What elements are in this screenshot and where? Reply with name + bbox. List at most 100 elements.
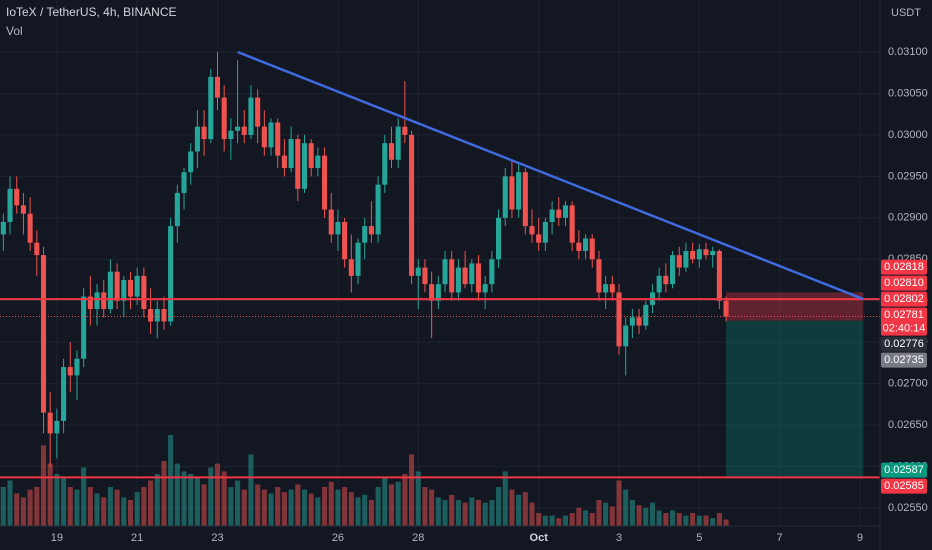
candle-body — [629, 317, 635, 326]
volume-bar — [629, 500, 635, 526]
volume-bar — [649, 502, 656, 526]
candle-body — [609, 284, 615, 293]
volume-bar — [114, 489, 120, 526]
candle-body — [388, 143, 395, 160]
volume-bar — [348, 492, 354, 526]
volume-bar — [368, 500, 374, 526]
volume-bar — [455, 500, 461, 526]
volume-bar — [255, 484, 261, 526]
volume-bar — [469, 497, 475, 526]
candle-body — [462, 267, 468, 285]
volume-bar — [228, 487, 234, 526]
candle-body — [335, 221, 341, 235]
y-tick-label: 0.02700 — [888, 378, 928, 390]
volume-bar — [107, 487, 113, 526]
volume-bar — [663, 513, 669, 526]
candle-body — [101, 292, 107, 310]
candle-body — [235, 126, 241, 131]
candle-body — [127, 280, 134, 297]
target-zone — [726, 320, 864, 478]
candle-body — [342, 221, 348, 260]
candle-body — [623, 325, 629, 347]
candle-body — [395, 126, 401, 160]
volume-bar — [409, 454, 415, 526]
volume-bar — [214, 463, 221, 526]
candle-body — [455, 267, 461, 293]
volume-bar — [188, 474, 194, 526]
price-label-bg — [881, 275, 927, 291]
volume-bar — [208, 467, 214, 526]
volume-bar — [154, 474, 160, 526]
volume-bar — [710, 518, 716, 526]
candle-body — [703, 249, 709, 256]
candle-body — [422, 267, 428, 285]
volume-bar — [536, 513, 542, 526]
volume-bar — [261, 489, 267, 526]
volume-bar — [529, 502, 535, 526]
candle-body — [402, 126, 408, 135]
candle-body — [435, 284, 441, 301]
x-tick-label: 3 — [616, 532, 622, 544]
candle-body — [475, 263, 482, 293]
candle-body — [0, 221, 6, 235]
candle-body — [516, 172, 522, 210]
candle-body — [87, 296, 93, 310]
volume-bar — [161, 461, 167, 526]
volume-bar — [141, 487, 147, 526]
candle-body — [375, 184, 381, 235]
x-tick-label: 21 — [131, 532, 143, 544]
candle-body — [121, 280, 127, 301]
candle-body — [201, 126, 207, 140]
candle-body — [716, 250, 722, 301]
x-tick-label: 19 — [51, 532, 63, 544]
countdown: 02:40:14 — [883, 323, 926, 335]
volume-bar — [509, 489, 515, 526]
candle-body — [429, 284, 435, 301]
trendline — [237, 50, 864, 301]
candle-body — [221, 97, 227, 140]
candle-body — [148, 309, 154, 322]
candle-body — [683, 250, 689, 268]
candle-body — [529, 226, 535, 235]
y-tick-label: 0.02550 — [888, 502, 928, 514]
volume-bar — [542, 515, 548, 526]
volume-bar — [449, 494, 455, 526]
volume-bar — [342, 487, 348, 526]
volume-bar — [61, 476, 67, 526]
volume-bar — [174, 463, 180, 526]
volume-bar — [74, 489, 80, 526]
volume-bar — [268, 493, 274, 526]
volume-bar — [496, 487, 502, 526]
price-label: 0.02781 — [884, 309, 924, 321]
volume-bar — [462, 502, 468, 526]
candle-body — [368, 226, 374, 235]
volume-bar — [703, 515, 709, 526]
candle-body — [596, 259, 602, 293]
candle-body — [315, 155, 321, 169]
candle-body — [556, 209, 562, 218]
volume-bar — [181, 471, 187, 526]
candle-body — [194, 126, 200, 152]
price-label: 0.02776 — [884, 338, 924, 350]
x-tick-label: 23 — [211, 532, 223, 544]
volume-bar — [569, 513, 575, 526]
candle-body — [328, 209, 334, 235]
volume-bar — [415, 471, 421, 526]
volume-bar — [683, 515, 689, 526]
volume-bar — [67, 487, 73, 526]
candle-body — [188, 151, 194, 173]
candle-body — [255, 97, 261, 127]
candle-body — [348, 259, 354, 276]
currency: USDT — [891, 7, 921, 19]
volume-bar — [362, 494, 368, 526]
volume-bar — [281, 492, 287, 526]
candle-body — [355, 242, 361, 276]
candle-body — [134, 275, 140, 297]
volume-bar — [288, 489, 294, 526]
volume-bar — [241, 489, 247, 526]
candle-body — [656, 275, 662, 293]
price-label: 0.02735 — [884, 354, 924, 366]
candle-body — [509, 176, 515, 210]
candle-body — [583, 238, 589, 251]
